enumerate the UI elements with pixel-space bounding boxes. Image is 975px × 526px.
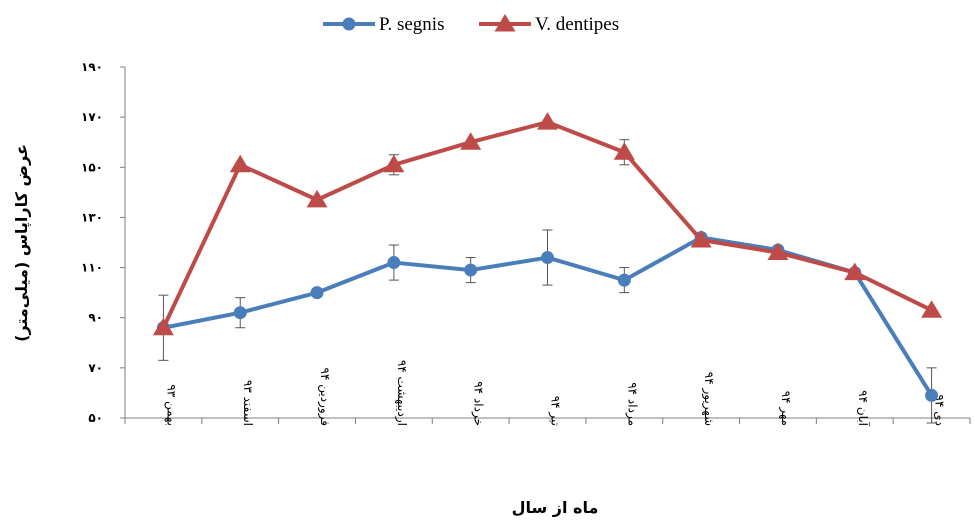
data-point [387,256,401,270]
data-point [690,229,712,248]
x-tick-label: تیر ۹۴ [548,396,563,426]
x-tick-label: خرداد ۹۴ [471,381,486,426]
data-point [306,189,328,208]
data-point [617,273,631,287]
x-axis: بهمن ۹۳ اسفند ۹۳ فروردین ۹۴ اردیبهشت ۹۴ خردا… [124,360,971,427]
y-tick-label: ۱۳۰ [81,210,103,224]
data-point [229,154,251,173]
y-tick-label: ۱۵۰ [81,160,103,174]
legend-marker [494,14,516,32]
x-tick-label: اسفند ۹۳ [241,380,255,426]
x-tick-label: بهمن ۹۳ [163,384,178,426]
data-point [152,317,174,336]
data-point [921,300,943,318]
x-tick-label: دی ۹۴ [933,395,947,426]
data-point [383,154,405,173]
data-point [613,142,635,160]
data-point [541,251,554,265]
x-tick-label: آبان ۹۴ [856,390,871,427]
y-tick-label: ۱۷۰ [81,110,103,124]
data-point [310,286,324,300]
data-point [460,132,482,150]
data-point [233,306,247,320]
data-point [537,112,558,130]
y-tick-label: ۱۹۰ [81,60,103,74]
legend: P. segnis V. dentipes [323,14,619,35]
legend-label: V. dentipes [535,14,619,35]
legend-label: P. segnis [379,14,444,35]
x-tick-label: شهریور ۹۴ [701,372,716,426]
y-axis-title: عرض کاراپاس (میلی‌متر) [12,144,32,342]
data-point [925,388,939,402]
y-tick-label: ۱۱۰ [81,261,103,275]
series-line-2 [161,120,933,329]
y-tick-label: ۷۰ [88,361,103,375]
x-tick-label: اردیبهشت ۹۴ [394,360,409,426]
y-tick-label: ۵۰ [88,411,103,425]
y-axis: ۵۰ ۷۰ ۹۰ ۱۱۰ ۱۳۰ ۱۵۰ ۱۷۰ ۱۹۰ [81,60,126,425]
y-tick-label: ۹۰ [88,311,103,325]
x-tick-label: مرداد ۹۴ [624,382,639,426]
x-tick-label: فروردین ۹۴ [317,368,332,426]
data-point [767,242,789,261]
data-point [844,262,866,281]
x-tick-label: مهر ۹۴ [778,391,793,426]
data-point [464,263,478,277]
legend-marker [342,17,356,31]
x-axis-title: ماه از سال [512,498,599,517]
series-group [152,112,943,402]
